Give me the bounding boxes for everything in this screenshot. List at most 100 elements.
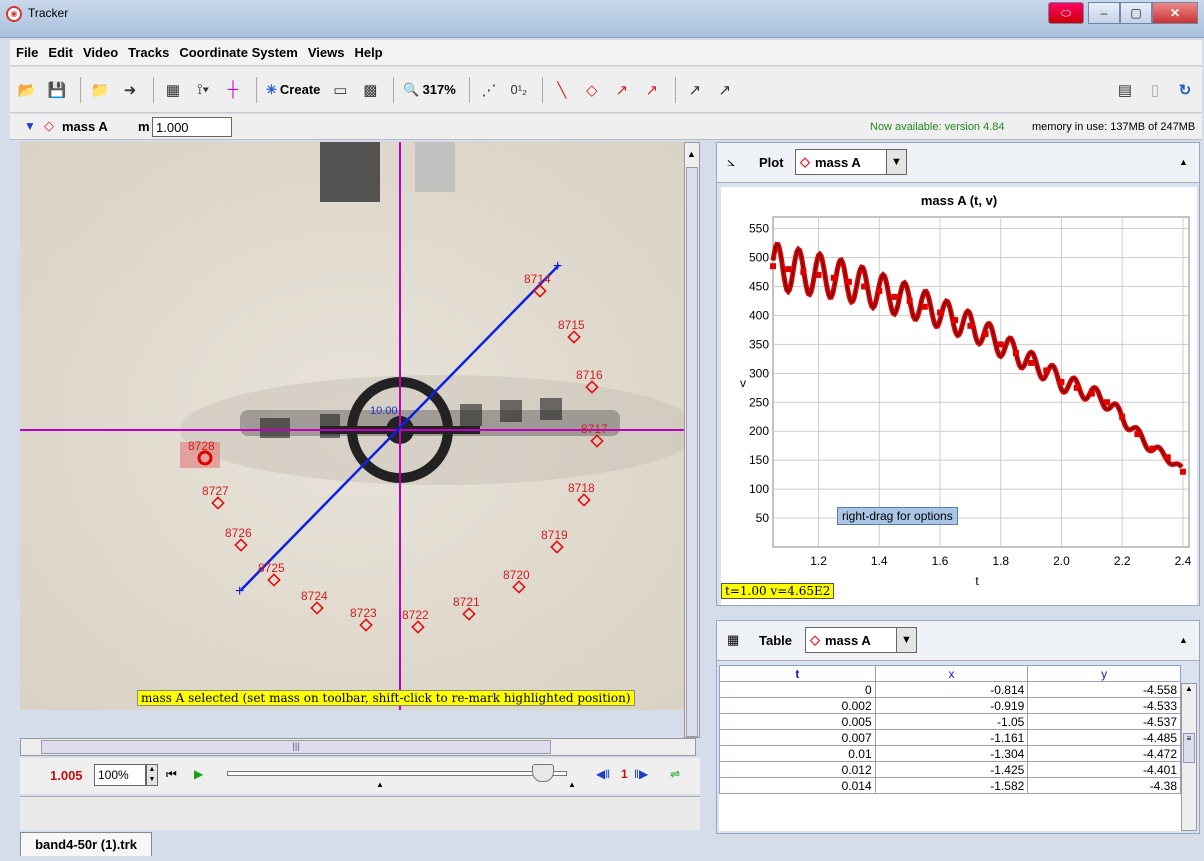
table-row[interactable]: 0 -0.814 -4.558 xyxy=(719,681,1181,698)
refresh-icon[interactable]: ↻ xyxy=(1178,81,1192,99)
tape-end-b[interactable]: + xyxy=(553,258,562,275)
menu-views[interactable]: Views xyxy=(307,45,345,60)
table-row[interactable]: 0.012 -1.425 -4.401 xyxy=(719,761,1181,778)
video-panel[interactable]: + + 10.00 8714 8715 8716 8717 8718 8719 8720 87… xyxy=(20,142,684,710)
marker-8726[interactable]: 8726 xyxy=(225,526,252,552)
marker-8725[interactable]: 8725 xyxy=(258,561,285,587)
step-size[interactable]: 1 xyxy=(621,767,628,781)
table-cell-t[interactable]: 0 xyxy=(719,681,876,698)
table-cell-t[interactable]: 0.012 xyxy=(719,761,876,778)
ruler-icon[interactable]: ▭ xyxy=(333,81,348,99)
table-cell-y[interactable]: -4.485 xyxy=(1027,729,1181,746)
marker-8718[interactable]: 8718 xyxy=(568,481,595,507)
marker-8723[interactable]: 8723 xyxy=(350,606,377,632)
trail-icon[interactable]: ⋰ xyxy=(481,81,497,99)
table-cell-y[interactable]: -4.537 xyxy=(1027,713,1181,730)
velocity-icon[interactable]: ↗ xyxy=(615,81,629,99)
loop-icon[interactable]: ⇌ xyxy=(670,767,681,781)
menu-file[interactable]: File xyxy=(16,45,39,60)
marker-8717[interactable]: 8717 xyxy=(581,422,608,448)
open-folder-icon[interactable]: 📂 xyxy=(17,81,37,99)
marker-8721[interactable]: 8721 xyxy=(453,595,480,621)
table-track-dropdown[interactable]: ◇ mass A xyxy=(805,627,897,653)
update-notice[interactable]: Now available: version 4.84 xyxy=(870,121,1005,133)
collapse-table-icon[interactable]: ▲ xyxy=(1179,635,1188,645)
path-icon[interactable]: ╲ xyxy=(557,81,567,99)
label-number-icon[interactable]: 0¹₂ xyxy=(510,82,528,97)
filter-icon[interactable]: ▩ xyxy=(363,81,378,99)
marker-8719[interactable]: 8719 xyxy=(541,528,568,554)
export-icon[interactable]: ➜ xyxy=(123,81,137,99)
start-marker-icon[interactable]: ▲ xyxy=(376,780,384,789)
create-track-button[interactable]: ✳ Create xyxy=(266,81,321,98)
open-video-icon[interactable]: 📁 xyxy=(90,81,110,99)
table-cell-x[interactable]: -1.425 xyxy=(874,761,1029,778)
menu-help[interactable]: Help xyxy=(354,45,383,60)
table-cell-t[interactable]: 0.007 xyxy=(719,729,876,746)
track-dropdown-icon[interactable]: ▼ xyxy=(24,119,36,133)
end-marker-icon[interactable]: ▲ xyxy=(568,780,576,789)
position-icon[interactable]: ◇ xyxy=(586,81,598,99)
acceleration-icon[interactable]: ↗ xyxy=(645,81,659,99)
rewind-icon[interactable]: ⏮ xyxy=(166,767,177,781)
table-cell-y[interactable]: -4.472 xyxy=(1027,745,1181,762)
table-cell-t[interactable]: 0.01 xyxy=(719,745,876,762)
zoom-button[interactable]: 🔍 317% xyxy=(403,81,456,98)
close-button[interactable]: ✕ xyxy=(1152,2,1198,24)
page-icon[interactable]: ▯ xyxy=(1150,81,1160,99)
plot-track-dropdown[interactable]: ◇ mass A xyxy=(795,149,887,175)
play-icon[interactable]: ▶ xyxy=(194,767,204,781)
chevron-down-icon[interactable]: ▼ xyxy=(887,149,907,175)
marker-8720[interactable]: 8720 xyxy=(503,568,530,594)
table-row[interactable]: 0.014 -1.582 -4.38 xyxy=(719,777,1181,794)
table-row[interactable]: 0.007 -1.161 -4.485 xyxy=(719,729,1181,746)
rate-spinner[interactable]: ▲ ▼ xyxy=(146,764,158,786)
chevron-down-icon[interactable]: ▼ xyxy=(897,627,917,653)
table-cell-x[interactable]: -1.161 xyxy=(874,729,1029,746)
velocity-chart[interactable]: mass A (t, v) 1.2 1.4 1.6 1.8 2.0 2.2 2.4 50 100… xyxy=(721,187,1197,605)
marker-8724[interactable]: 8724 xyxy=(301,589,328,615)
momentum-icon[interactable]: ↗ xyxy=(688,81,702,99)
column-header-x[interactable]: x xyxy=(874,665,1029,682)
marker-8714[interactable]: 8714 xyxy=(524,272,551,298)
table-cell-t[interactable]: 0.014 xyxy=(719,777,876,794)
menu-coordinate-system[interactable]: Coordinate System xyxy=(179,45,298,60)
table-cell-x[interactable]: -1.304 xyxy=(874,745,1029,762)
calibration-tape[interactable] xyxy=(240,264,560,591)
table-cell-y[interactable]: -4.401 xyxy=(1027,761,1181,778)
track-name[interactable]: mass A xyxy=(62,119,108,134)
minimize-button[interactable]: – xyxy=(1088,2,1120,24)
table-cell-x[interactable]: -0.919 xyxy=(874,697,1029,714)
current-marker[interactable] xyxy=(197,450,213,466)
tape-end-a[interactable]: + xyxy=(235,583,244,600)
step-back-icon[interactable]: ◀‖ xyxy=(596,767,611,781)
column-header-t[interactable]: t xyxy=(719,665,876,682)
table-scrollbar[interactable]: ▲ ≡ xyxy=(1181,683,1197,831)
marker-8727[interactable]: 8727 xyxy=(202,484,229,510)
table-cell-x[interactable]: -1.582 xyxy=(874,777,1029,794)
video-horizontal-scrollbar[interactable]: ||| xyxy=(20,738,696,756)
table-cell-t[interactable]: 0.005 xyxy=(719,713,876,730)
maximize-button[interactable]: ▢ xyxy=(1120,2,1152,24)
table-row[interactable]: 0.005 -1.05 -4.537 xyxy=(719,713,1181,730)
table-cell-x[interactable]: -1.05 xyxy=(874,713,1029,730)
marker-8715[interactable]: 8715 xyxy=(558,318,585,344)
clip-settings-icon[interactable]: ▦ xyxy=(165,81,181,99)
table-cell-x[interactable]: -0.814 xyxy=(874,681,1029,698)
menu-tracks[interactable]: Tracks xyxy=(128,45,170,60)
time-slider-thumb[interactable] xyxy=(532,764,554,782)
time-slider-track[interactable] xyxy=(227,771,567,776)
save-icon[interactable]: 💾 xyxy=(47,81,67,99)
record-icon[interactable]: ⬭ xyxy=(1048,2,1084,24)
mass-input[interactable] xyxy=(152,117,232,137)
column-header-y[interactable]: y xyxy=(1027,665,1181,682)
lower-panel-divider[interactable] xyxy=(20,796,700,830)
marker-8722[interactable]: 8722 xyxy=(402,608,429,634)
table-cell-y[interactable]: -4.38 xyxy=(1027,777,1181,794)
marker-8716[interactable]: 8716 xyxy=(576,368,603,394)
document-tab[interactable]: band4-50r (1).trk xyxy=(20,832,152,858)
video-vertical-scrollbar[interactable]: ▲ xyxy=(684,142,700,738)
table-row[interactable]: 0.002 -0.919 -4.533 xyxy=(719,697,1181,714)
table-cell-y[interactable]: -4.558 xyxy=(1027,681,1181,698)
table-row[interactable]: 0.01 -1.304 -4.472 xyxy=(719,745,1181,762)
